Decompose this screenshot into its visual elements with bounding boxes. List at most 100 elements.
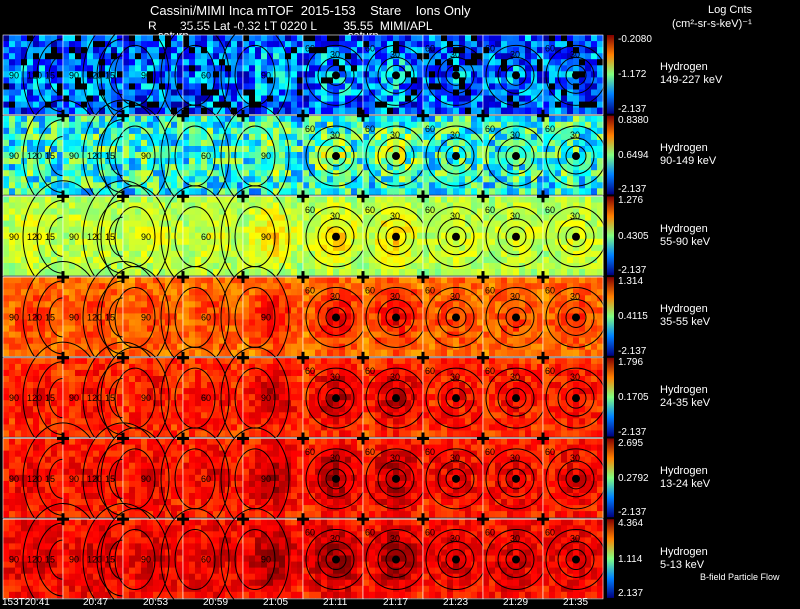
contour-label: 30 [330, 372, 340, 382]
contour-label: 15 [105, 312, 115, 322]
contour-label: 30 [570, 453, 580, 463]
image-cell: 30 60 [297, 109, 367, 196]
contour-label: 60 [201, 474, 211, 484]
contour-label: 90 [69, 151, 79, 161]
band-range: 90-149 keV [660, 155, 717, 168]
contour-label: 60 [485, 205, 495, 215]
colorbar-mid: 0.1705 [618, 392, 649, 404]
band-range: 24-35 keV [660, 397, 711, 410]
image-cell: 30 60 [537, 109, 607, 196]
image-cell: 30 60 [537, 513, 607, 600]
contour-label: 30 [450, 211, 460, 221]
image-cell: 90 120 15 [2, 341, 104, 455]
contour-label: 90 [261, 474, 271, 484]
image-cell: 30 60 [297, 513, 367, 600]
contour-label: 30 [510, 372, 520, 382]
contour-label: 30 [570, 130, 580, 140]
contour-label: 30 [330, 534, 340, 544]
contour-label: 90 [69, 312, 79, 322]
colorbar-max: 1.314 [618, 276, 644, 288]
image-cell: 30 60 [357, 271, 427, 358]
image-cell: 90 [220, 346, 304, 450]
colorbar-mid: 1.114 [618, 553, 643, 565]
band-label: Hydrogen 90-149 keV [660, 142, 716, 168]
contour-label: 60 [305, 43, 315, 53]
contour-label: 15 [45, 393, 55, 403]
contour-label: 60 [425, 285, 435, 295]
contour-label: 60 [425, 528, 435, 538]
contour-label: 15 [105, 393, 115, 403]
band-label: Hydrogen 35-55 keV [660, 303, 710, 329]
colorbar [607, 357, 614, 437]
contour-label: 60 [425, 205, 435, 215]
contour-label: 30 [390, 291, 400, 301]
contour-label: 15 [45, 232, 55, 242]
contour-label: 15 [45, 70, 55, 80]
contour-label: 90 [9, 70, 19, 80]
image-cell: 30 60 [362, 34, 427, 115]
contour-label: 60 [485, 528, 495, 538]
time-tick-label: 21:17 [383, 597, 409, 608]
band-species: Hydrogen [660, 222, 708, 235]
contour-label: 60 [545, 43, 555, 53]
image-cell: 30 60 [357, 351, 427, 438]
image-cell: 30 60 [477, 109, 547, 196]
contour-label: 15 [105, 232, 115, 242]
image-cell: 30 60 [542, 34, 607, 115]
contour-label: 60 [201, 151, 211, 161]
band-range: 55-90 keV [660, 235, 711, 248]
contour-label: 30 [570, 211, 580, 221]
contour-label: 60 [545, 124, 555, 134]
contour-label: 120 [27, 555, 42, 565]
contour-label: 90 [69, 70, 79, 80]
contour-label: 15 [45, 555, 55, 565]
contour-label: 90 [261, 151, 271, 161]
contour-label: 60 [485, 124, 495, 134]
colorbar-max: 4.364 [618, 518, 644, 530]
contour-label: 120 [27, 151, 42, 161]
contour-label: 60 [545, 366, 555, 376]
contour-label: 60 [425, 124, 435, 134]
contour-label: 60 [545, 447, 555, 457]
band-species: Hydrogen [660, 545, 708, 558]
band-species: Hydrogen [660, 384, 708, 397]
contour-label: 30 [570, 534, 580, 544]
colorbar-min: -2.137 [618, 345, 647, 357]
contour-label: 120 [87, 474, 102, 484]
contour-label: 60 [305, 366, 315, 376]
footnote: B-field Particle Flow [700, 572, 780, 582]
image-cell: 60 [160, 265, 244, 369]
image-cell: 90 120 15 [57, 99, 164, 213]
band-label: Hydrogen 149-227 keV [660, 61, 722, 87]
contour-label: 60 [201, 70, 211, 80]
contour-label: 60 [305, 285, 315, 295]
contour-label: 30 [450, 49, 460, 59]
contour-label: 90 [9, 474, 19, 484]
contour-label: 120 [27, 474, 42, 484]
units-label: Log Cnts [708, 4, 753, 16]
image-cell: 30 60 [357, 190, 427, 277]
image-cell: 30 60 [357, 109, 427, 196]
contour-label: 60 [425, 43, 435, 53]
contour-label: 90 [9, 312, 19, 322]
colorbar [607, 438, 614, 518]
contour-label: 30 [450, 453, 460, 463]
colorbar-min: -2.137 [618, 184, 647, 196]
colorbar-mid: 0.2792 [618, 472, 649, 484]
contour-label: 120 [87, 555, 102, 565]
colorbar-max: -0.2080 [618, 34, 652, 45]
contour-label: 30 [510, 211, 520, 221]
contour-label: 60 [545, 285, 555, 295]
colorbar-max: 1.276 [618, 195, 644, 207]
contour-label: 60 [485, 43, 495, 53]
contour-label: 90 [69, 232, 79, 242]
contour-label: 120 [87, 312, 102, 322]
image-cell: 30 60 [477, 351, 547, 438]
contour-label: 120 [87, 232, 102, 242]
contour-label: 90 [9, 151, 19, 161]
band-species: Hydrogen [660, 464, 708, 477]
image-cell: 60 [160, 346, 244, 450]
contour-label: 120 [27, 312, 42, 322]
image-cell: 30 60 [417, 190, 487, 277]
image-cell: 30 60 [302, 34, 367, 115]
